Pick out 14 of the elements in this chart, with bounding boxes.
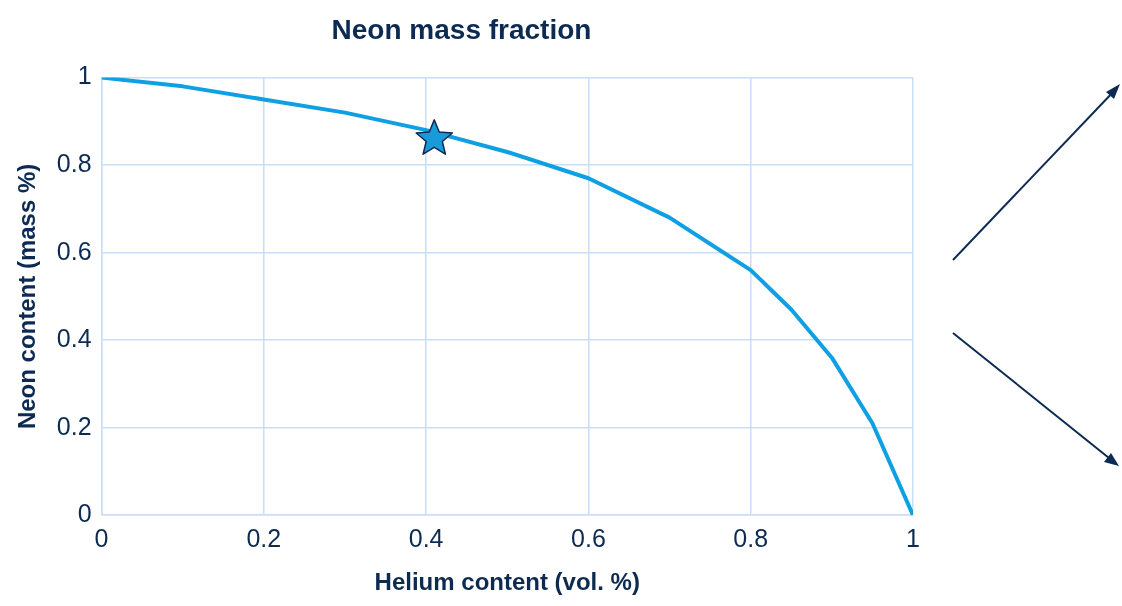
- x-tick-label: 0.4: [408, 524, 444, 553]
- x-tick-label: 1: [906, 524, 920, 553]
- y-tick-label: 0.4: [56, 324, 92, 353]
- y-tick-label: 0.8: [56, 149, 92, 178]
- x-tick-label: 0.6: [571, 524, 606, 553]
- y-tick-label: 1: [77, 61, 92, 90]
- x-axis-title: Helium content (vol. %): [374, 568, 640, 596]
- y-axis-title: Neon content (mass %): [13, 163, 41, 430]
- y-tick-label: 0.2: [56, 411, 92, 440]
- x-tick-label: 0.2: [246, 524, 282, 553]
- y-tick-label: 0.6: [56, 236, 92, 265]
- x-tick-label: 0.8: [733, 524, 769, 553]
- chart-title: Neon mass fraction: [331, 13, 592, 45]
- y-tick-label: 0: [77, 499, 92, 528]
